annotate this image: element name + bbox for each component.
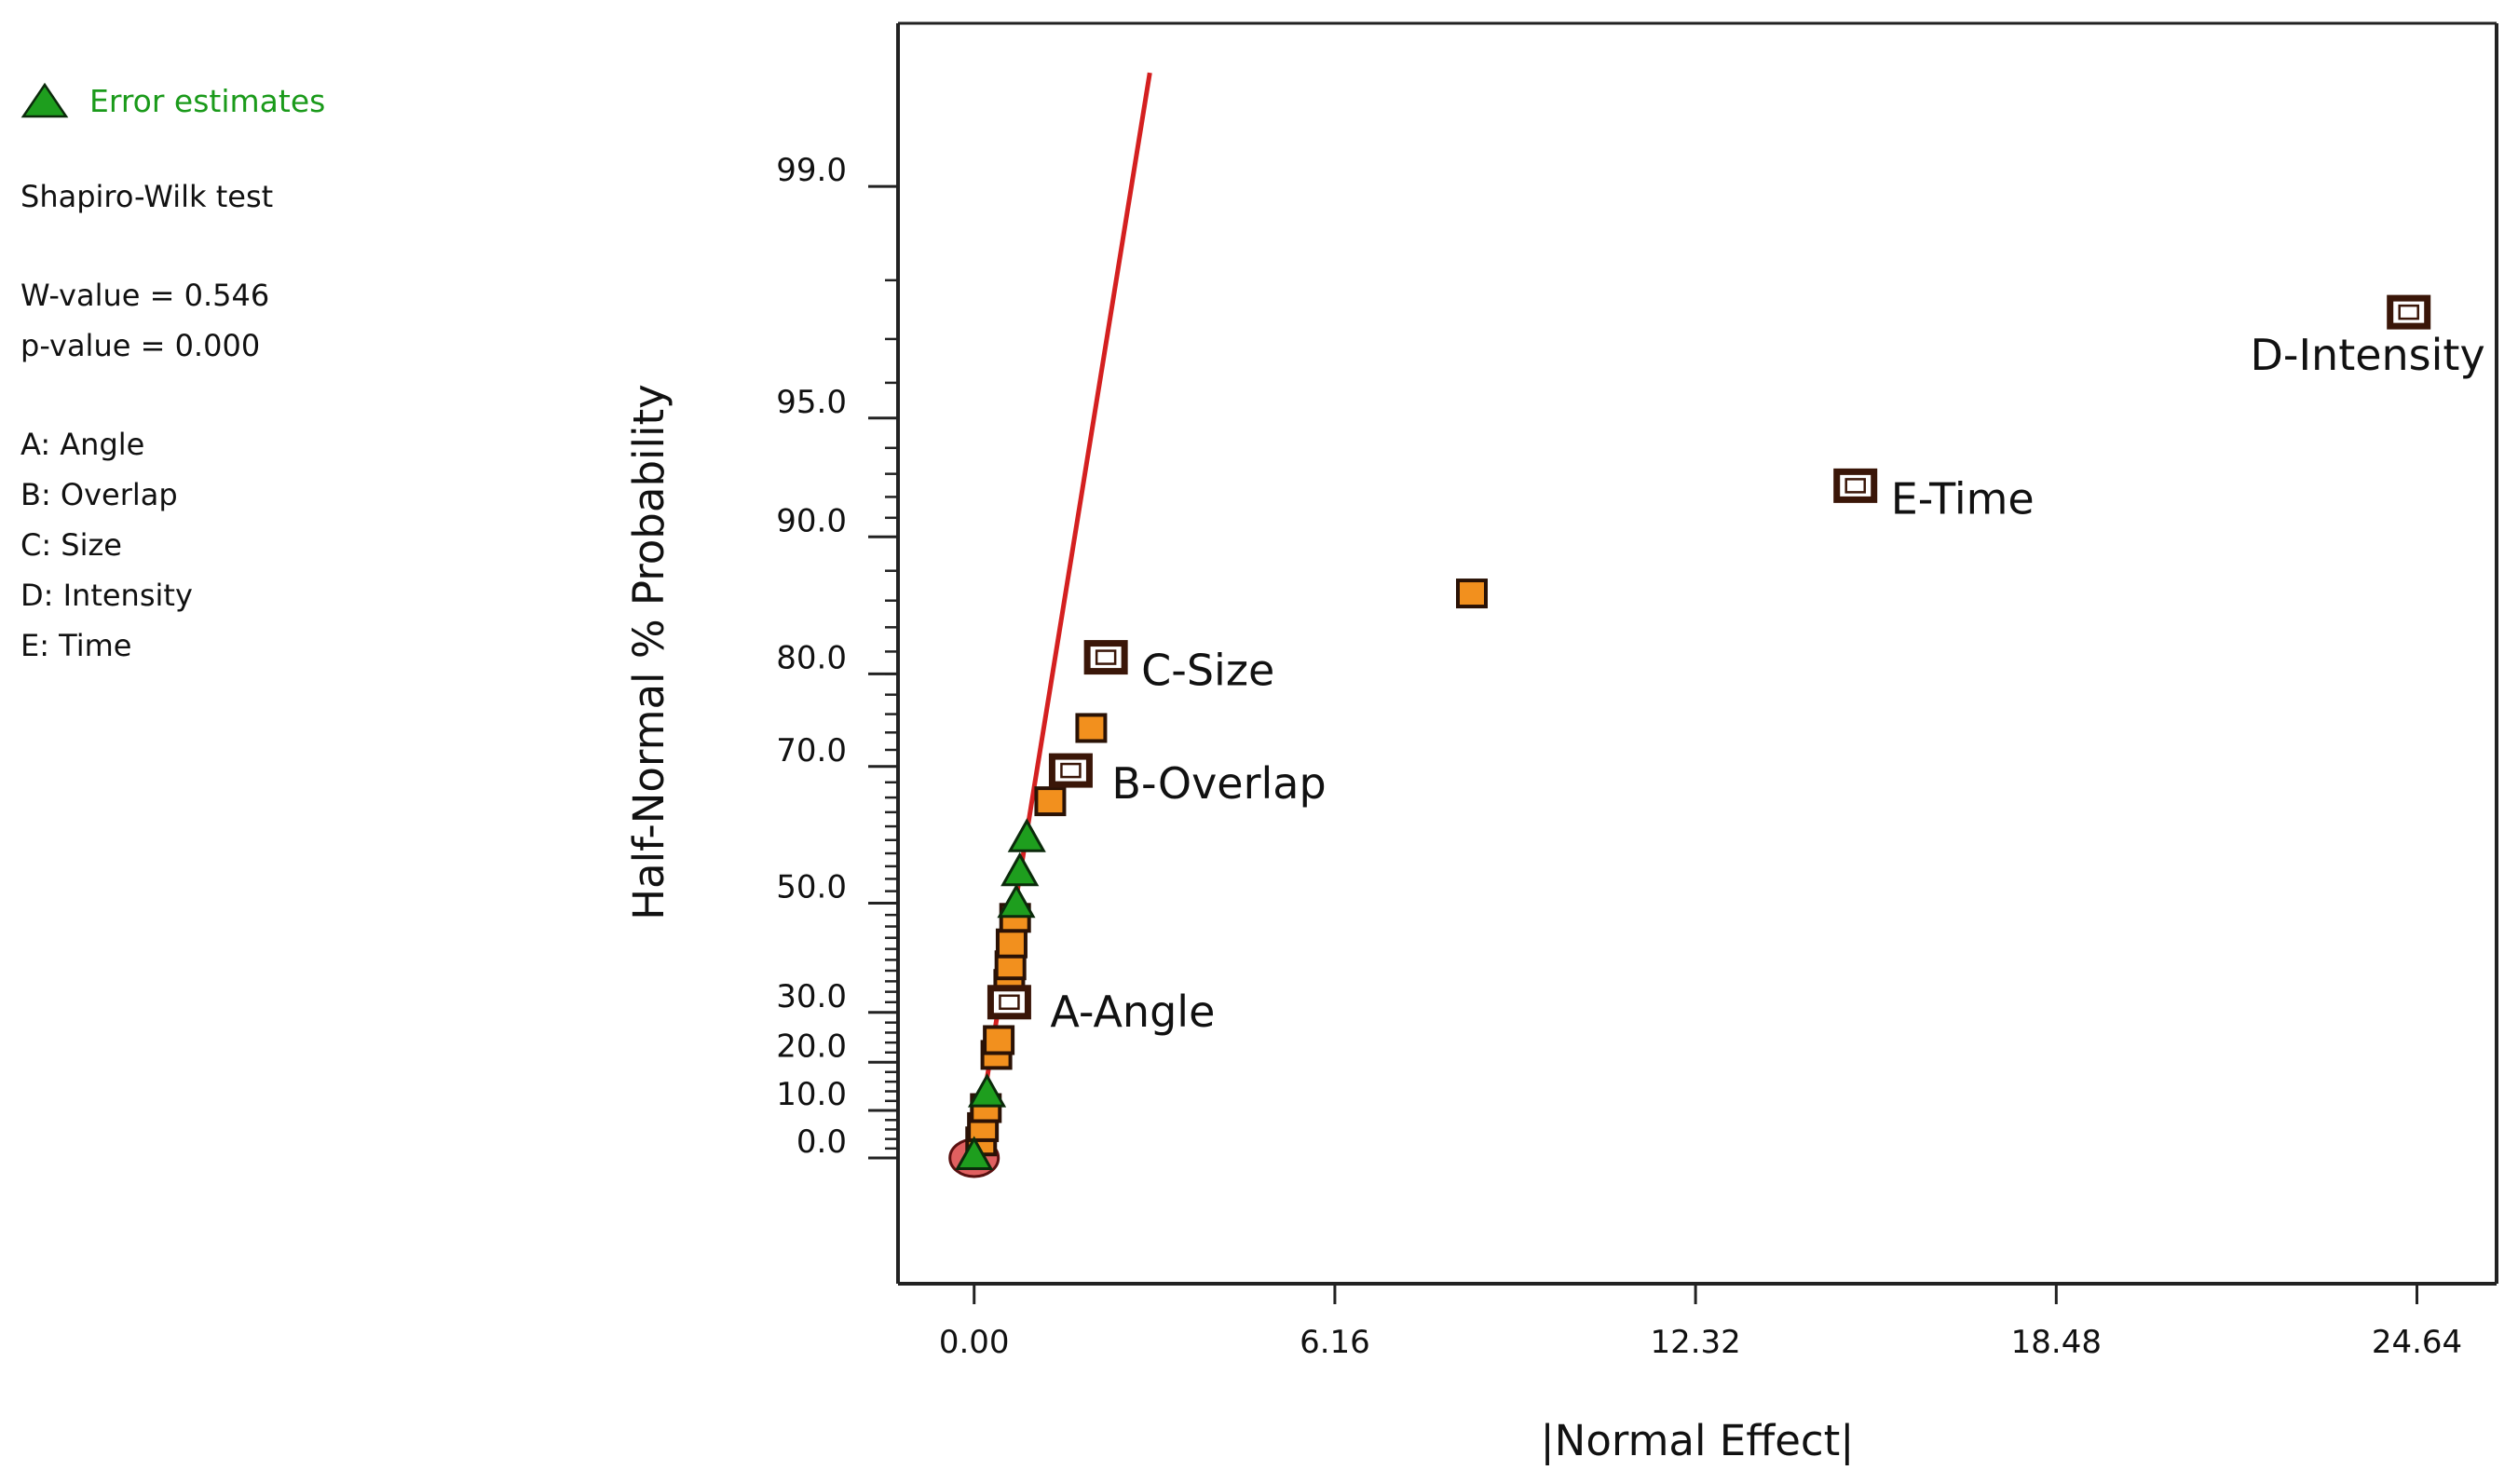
legend-error-label: Error estimates	[89, 82, 326, 119]
y-tick-label: 95.0	[776, 384, 847, 421]
point-label-d-intensity: D-Intensity	[2250, 330, 2484, 380]
y-tick-label: 0.0	[796, 1123, 847, 1161]
effect-point	[1034, 786, 1067, 817]
factor-d: D: Intensity	[20, 578, 193, 613]
x-tick-label: 0.00	[939, 1324, 1010, 1361]
point-labels: A-Angle B-Overlap C-Size D-Intensity E-Time	[1050, 330, 2484, 1037]
x-tick-label: 24.64	[2372, 1324, 2462, 1361]
named-effect-inner	[1095, 649, 1117, 665]
effect-point	[995, 928, 1028, 959]
effect-point	[1456, 579, 1488, 609]
y-axis-ticks: 0.0 10.0 20.0 30.0 50.0 70.0 80.0 90.0 95.0 99.0	[776, 152, 898, 1161]
legend-panel: Error estimates Shapiro-Wilk test W-valu…	[20, 75, 579, 671]
y-tick-label: 70.0	[776, 732, 847, 769]
y-tick-label: 90.0	[776, 502, 847, 539]
y-tick-label: 10.0	[776, 1076, 847, 1113]
x-axis-title: |Normal Effect|	[1541, 1416, 1855, 1465]
named-effect-point	[2387, 294, 2431, 330]
test-name: Shapiro-Wilk test	[20, 179, 274, 214]
legend-error-estimates: Error estimates	[20, 75, 579, 127]
x-tick-label: 18.48	[2011, 1324, 2102, 1361]
factor-b: B: Overlap	[20, 477, 178, 512]
plot-axes	[896, 21, 2498, 1286]
named-effect-inner	[999, 994, 1020, 1011]
error-estimate-point	[967, 1073, 1007, 1108]
point-label-e-time: E-Time	[1891, 473, 2035, 524]
error-estimate-point	[1000, 851, 1040, 887]
effect-point	[983, 1025, 1015, 1055]
point-label-c-size: C-Size	[1141, 646, 1274, 696]
named-effect-inner	[1844, 478, 1866, 494]
y-tick-label: 80.0	[776, 639, 847, 676]
w-value: W-value = 0.546	[20, 278, 270, 313]
effect-point	[1075, 713, 1108, 743]
x-axis-ticks: 0.00 6.16 12.32 18.48 24.64	[939, 1284, 2462, 1361]
point-label-a-angle: A-Angle	[1050, 987, 1215, 1037]
x-tick-label: 12.32	[1650, 1324, 1740, 1361]
error-estimate-point	[955, 1136, 994, 1170]
factor-e: E: Time	[20, 628, 132, 663]
point-label-b-overlap: B-Overlap	[1111, 758, 1326, 809]
factor-a: A: Angle	[20, 427, 145, 462]
error-estimate-point	[1007, 818, 1046, 852]
y-axis-title: Half-Normal % Probability	[624, 384, 674, 920]
factor-c: C: Size	[20, 527, 122, 563]
y-tick-label: 99.0	[776, 152, 847, 189]
y-tick-label: 50.0	[776, 869, 847, 906]
named-effect-point	[1083, 640, 1128, 675]
y-tick-label: 30.0	[776, 978, 847, 1015]
data-points	[948, 294, 2431, 1178]
y-tick-label: 20.0	[776, 1028, 847, 1065]
x-tick-label: 6.16	[1300, 1324, 1370, 1361]
named-effect-inner	[2398, 304, 2419, 320]
error-estimate-point	[997, 883, 1036, 919]
named-effect-inner	[1060, 762, 1082, 779]
triangle-icon	[20, 82, 69, 118]
p-value: p-value = 0.000	[20, 328, 261, 363]
